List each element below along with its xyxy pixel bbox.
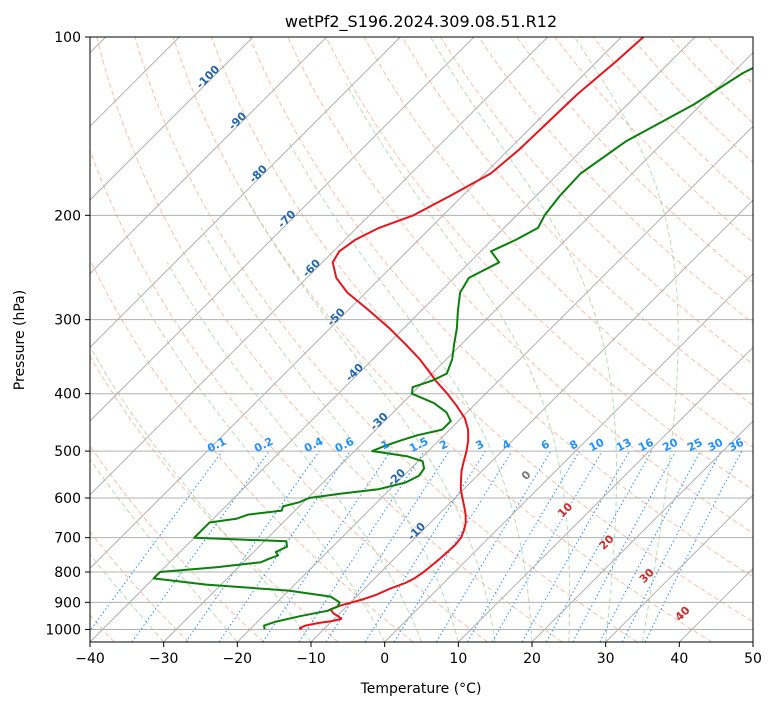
x-tick-label: 20 bbox=[523, 651, 541, 667]
mixing-ratio-label: 20 bbox=[660, 436, 680, 455]
temperature-line bbox=[298, 37, 645, 631]
x-tick-label: 10 bbox=[449, 651, 467, 667]
y-tick-label: 400 bbox=[54, 387, 81, 403]
dry-adiabat-line bbox=[134, 37, 638, 642]
moist-adiabat-line bbox=[90, 553, 165, 642]
mixing-ratio-line bbox=[185, 450, 320, 642]
x-tick-label: −10 bbox=[296, 651, 326, 667]
x-tick-label: −20 bbox=[223, 651, 253, 667]
dry-adiabat-line bbox=[90, 445, 264, 642]
mixing-ratio-label: 25 bbox=[685, 436, 705, 455]
mixing-ratio-line bbox=[572, 450, 677, 642]
dry-adiabat-line bbox=[90, 531, 190, 642]
isotherm-line bbox=[90, 37, 254, 201]
isotherm-line bbox=[90, 37, 696, 642]
isotherm-line bbox=[605, 493, 753, 642]
y-tick-label: 600 bbox=[54, 491, 81, 507]
y-tick-label: 300 bbox=[54, 313, 81, 329]
isotherm-line bbox=[90, 37, 401, 349]
y-tick-label: 700 bbox=[54, 531, 81, 547]
dry-adiabat-line bbox=[90, 355, 339, 642]
x-tick-label: 0 bbox=[380, 651, 389, 667]
y-tick-label: 200 bbox=[54, 208, 81, 224]
y-tick-label: 500 bbox=[54, 444, 81, 460]
pressure-gridlines bbox=[90, 37, 753, 630]
isotherm-line bbox=[384, 272, 753, 642]
plot-frame bbox=[89, 36, 754, 643]
mixing-ratio-line bbox=[218, 450, 351, 642]
y-tick-label: 100 bbox=[54, 30, 81, 46]
x-tick-label: 30 bbox=[597, 651, 615, 667]
x-tick-label: −30 bbox=[149, 651, 179, 667]
moist-adiabat-line bbox=[345, 83, 571, 642]
mixing-ratio-line bbox=[298, 450, 425, 642]
y-tick-label: 1000 bbox=[45, 622, 81, 638]
mixing-ratio-label: 16 bbox=[636, 436, 656, 455]
dry-adiabat-line bbox=[210, 37, 753, 623]
dry-adiabats bbox=[90, 37, 753, 642]
x-tick-label: −40 bbox=[75, 651, 105, 667]
moist-adiabat-line bbox=[90, 458, 238, 642]
mixing-ratio-label: 30 bbox=[706, 436, 726, 455]
chart-title: wetPf2_S196.2024.309.08.51.R12 bbox=[285, 12, 557, 32]
mixing-ratio-label: 13 bbox=[614, 436, 634, 455]
isotherm-line bbox=[310, 199, 753, 642]
plot-content bbox=[90, 37, 753, 642]
mixing-ratio-line bbox=[325, 450, 450, 642]
isotherm-line bbox=[90, 37, 475, 422]
y-tick-label: 800 bbox=[54, 565, 81, 581]
isotherm-line bbox=[90, 37, 622, 570]
x-axis-ticks: −40 −30 −20 −10 0 10 20 30 40 50 bbox=[75, 642, 762, 667]
mixing-ratio-label: 36 bbox=[726, 436, 746, 455]
dewpoint-line bbox=[152, 66, 753, 630]
mixing-ratio-lines bbox=[90, 450, 743, 642]
mixing-ratio-line bbox=[644, 450, 743, 642]
moist-adiabat-line bbox=[574, 37, 679, 642]
y-axis-ticks: 100 200 300 400 500 600 700 800 900 1000 bbox=[45, 30, 90, 638]
mixing-ratio-line bbox=[545, 450, 653, 642]
y-axis-label: Pressure (hPa) bbox=[12, 290, 28, 390]
x-tick-label: 50 bbox=[744, 651, 762, 667]
dry-adiabat-line bbox=[516, 37, 753, 284]
dry-adiabat-line bbox=[96, 37, 563, 642]
dry-adiabat-line bbox=[90, 148, 488, 642]
isotherm-line bbox=[236, 125, 753, 642]
y-tick-label: 900 bbox=[54, 595, 81, 611]
mixing-ratio-line bbox=[90, 450, 223, 632]
isotherms bbox=[90, 37, 753, 642]
mixing-ratio-line bbox=[521, 450, 630, 642]
dry-adiabat-line bbox=[249, 37, 753, 578]
mixing-ratio-line bbox=[393, 450, 513, 642]
moist-adiabat-line bbox=[200, 227, 459, 642]
isotherm-line bbox=[90, 37, 549, 496]
moist-adiabat-line bbox=[240, 187, 496, 642]
dry-adiabat-line bbox=[172, 37, 712, 642]
x-tick-label: 40 bbox=[670, 651, 688, 667]
isotherm-line bbox=[90, 37, 328, 275]
isotherm-line bbox=[457, 346, 753, 642]
dry-adiabat-line bbox=[439, 37, 753, 365]
x-axis-label: Temperature (°C) bbox=[360, 681, 482, 697]
profile-lines bbox=[152, 37, 753, 631]
moist-adiabat-line bbox=[90, 345, 312, 642]
isotherm-line bbox=[531, 420, 753, 642]
mixing-ratio-label: 10 bbox=[587, 436, 607, 455]
mixing-ratio-line bbox=[131, 450, 270, 642]
dry-adiabat-line bbox=[325, 37, 753, 491]
moist-adiabat-line bbox=[430, 37, 617, 642]
moist-adiabat-line bbox=[166, 262, 422, 642]
mixing-ratio-line bbox=[262, 450, 392, 642]
dry-adiabat-line bbox=[401, 37, 753, 406]
